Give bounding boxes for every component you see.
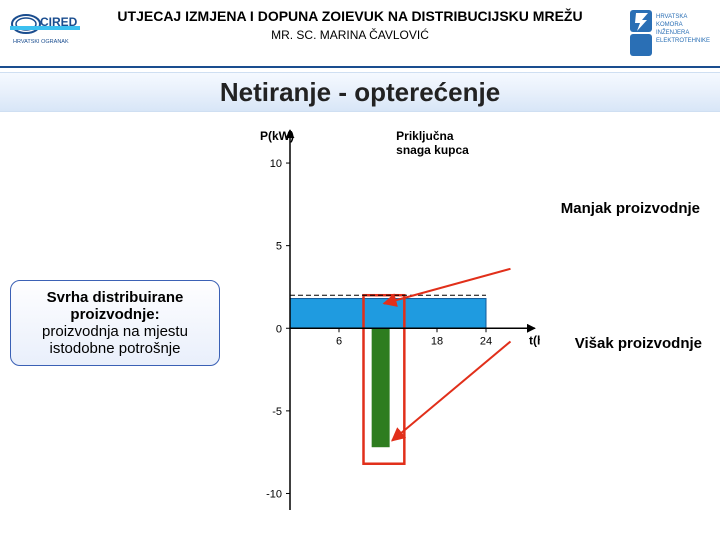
svg-text:snaga kupca: snaga kupca	[396, 143, 469, 157]
annotation-visak: Višak proizvodnje	[575, 335, 702, 352]
hkie-logo-icon: HRVATSKA KOMORA INŽENJERA ELEKTROTEHNIKE	[630, 6, 710, 58]
svg-text:ELEKTROTEHNIKE: ELEKTROTEHNIKE	[656, 38, 710, 44]
svg-text:INŽENJERA: INŽENJERA	[656, 28, 689, 36]
callout-left: Svrha distribuirane proizvodnje: proizvo…	[10, 280, 220, 366]
svg-text:10: 10	[270, 158, 282, 170]
svg-text:5: 5	[276, 241, 282, 253]
svg-text:-10: -10	[266, 488, 282, 500]
svg-text:6: 6	[336, 335, 342, 347]
logo-hkie: HRVATSKA KOMORA INŽENJERA ELEKTROTEHNIKE	[630, 6, 710, 63]
svg-text:HRVATSKA: HRVATSKA	[656, 14, 687, 20]
svg-text:t(h): t(h)	[529, 333, 540, 347]
svg-text:0: 0	[276, 323, 282, 335]
annotation-manjak: Manjak proizvodnje	[561, 200, 700, 217]
callout-line2: proizvodnja na mjestu istodobne potrošnj…	[21, 323, 209, 357]
title-band: Netiranje - opterećenje	[0, 72, 720, 112]
svg-text:-5: -5	[272, 406, 282, 418]
header-title: UTJECAJ IZMJENA I DOPUNA ZOIEVUK NA DIST…	[80, 8, 620, 24]
logo-left-text: CIRED	[40, 15, 78, 29]
header: CIRED HRVATSKI OGRANAK UTJECAJ IZMJENA I…	[0, 0, 720, 68]
cired-logo-icon: CIRED HRVATSKI OGRANAK	[10, 10, 80, 54]
callout-line1: Svrha distribuirane proizvodnje:	[21, 289, 209, 323]
svg-text:Priključna: Priključna	[396, 129, 454, 143]
chart-area: -10 -5 0 5 10 6 18 24 P(kW) t(h) Priključnasnaga k…	[230, 120, 540, 520]
svg-text:24: 24	[480, 335, 492, 347]
logo-cired: CIRED HRVATSKI OGRANAK	[10, 10, 80, 59]
svg-text:18: 18	[431, 335, 443, 347]
main-title: Netiranje - opterećenje	[220, 77, 500, 108]
chart-svg: -10 -5 0 5 10 6 18 24 P(kW) t(h) Priključnasnaga k…	[230, 120, 540, 520]
logo-left-sub: HRVATSKI OGRANAK	[13, 39, 69, 45]
svg-text:P(kW): P(kW)	[260, 129, 294, 143]
header-subtitle: MR. SC. MARINA ČAVLOVIĆ	[80, 28, 620, 42]
svg-text:KOMORA: KOMORA	[656, 22, 683, 28]
